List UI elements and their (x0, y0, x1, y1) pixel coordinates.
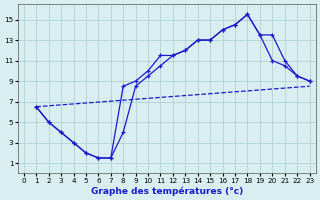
X-axis label: Graphe des températures (°c): Graphe des températures (°c) (91, 186, 243, 196)
